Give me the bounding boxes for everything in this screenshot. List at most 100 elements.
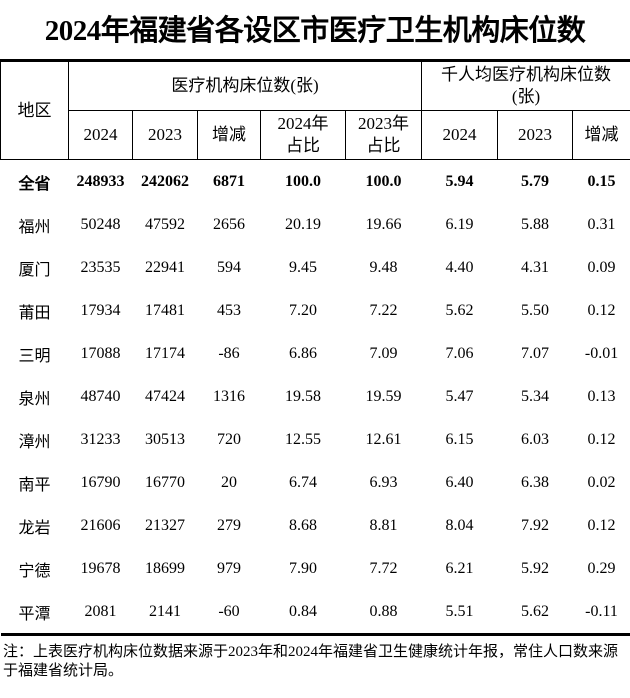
share-2024-cell: 20.19: [261, 203, 346, 246]
per-thousand-2023-cell: 6.03: [498, 418, 573, 461]
region-cell: 龙岩: [1, 504, 69, 547]
share-2023-cell: 19.66: [346, 203, 422, 246]
share-2023-cell: 8.81: [346, 504, 422, 547]
per-thousand-2023-cell: 5.88: [498, 203, 573, 246]
per-thousand-2023-cell: 7.92: [498, 504, 573, 547]
beds-2023-cell: 2141: [133, 590, 198, 635]
beds-2024-cell: 50248: [69, 203, 133, 246]
beds-change-cell: 6871: [198, 160, 261, 204]
share-2023-cell: 7.72: [346, 547, 422, 590]
share-2024-cell: 0.84: [261, 590, 346, 635]
beds-2023-cell: 47424: [133, 375, 198, 418]
per-thousand-2024-cell: 5.62: [422, 289, 498, 332]
share-2023-cell: 0.88: [346, 590, 422, 635]
share-2023-cell: 6.93: [346, 461, 422, 504]
source-note: 注：上表医疗机构床位数据来源于2023年和2024年福建省卫生健康统计年报，常住…: [3, 643, 627, 681]
region-cell: 平潭: [1, 590, 69, 635]
beds-2023-cell: 16770: [133, 461, 198, 504]
column-header-2024: 2024: [69, 111, 133, 160]
per-thousand-change-cell: 0.09: [573, 246, 630, 289]
share-2024-cell: 6.74: [261, 461, 346, 504]
per-thousand-change-cell: 0.12: [573, 504, 630, 547]
table-row: 福州 50248 47592 2656 20.19 19.66 6.19 5.8…: [1, 203, 630, 246]
beds-2023-cell: 17481: [133, 289, 198, 332]
region-cell: 福州: [1, 203, 69, 246]
per-thousand-2023-cell: 7.07: [498, 332, 573, 375]
beds-2024-cell: 31233: [69, 418, 133, 461]
beds-2024-cell: 17088: [69, 332, 133, 375]
table-row: 南平 16790 16770 20 6.74 6.93 6.40 6.38 0.…: [1, 461, 630, 504]
per-thousand-2024-cell: 4.40: [422, 246, 498, 289]
beds-2023-cell: 21327: [133, 504, 198, 547]
beds-2023-cell: 242062: [133, 160, 198, 204]
column-header-pt-2024: 2024: [422, 111, 498, 160]
per-thousand-change-cell: 0.29: [573, 547, 630, 590]
column-header-pt-2023: 2023: [498, 111, 573, 160]
beds-2024-cell: 17934: [69, 289, 133, 332]
per-thousand-change-cell: 0.12: [573, 418, 630, 461]
table-row: 全省 248933 242062 6871 100.0 100.0 5.94 5…: [1, 160, 630, 204]
bed-count-table: 地区 医疗机构床位数(张) 千人均医疗机构床位数 (张) 2024 2023 增…: [0, 59, 630, 636]
beds-change-cell: 20: [198, 461, 261, 504]
share-2023-cell: 7.09: [346, 332, 422, 375]
share-2023-cell: 9.48: [346, 246, 422, 289]
beds-2024-cell: 248933: [69, 160, 133, 204]
share-2024-cell: 12.55: [261, 418, 346, 461]
per-thousand-2023-cell: 5.50: [498, 289, 573, 332]
beds-2024-cell: 2081: [69, 590, 133, 635]
beds-change-cell: -60: [198, 590, 261, 635]
column-header-region: 地区: [1, 61, 69, 160]
per-thousand-2024-cell: 6.19: [422, 203, 498, 246]
per-thousand-2024-cell: 6.40: [422, 461, 498, 504]
share-2024-cell: 8.68: [261, 504, 346, 547]
beds-2024-cell: 21606: [69, 504, 133, 547]
per-thousand-change-cell: 0.13: [573, 375, 630, 418]
share-2023-cell: 100.0: [346, 160, 422, 204]
per-thousand-change-cell: 0.02: [573, 461, 630, 504]
region-cell: 宁德: [1, 547, 69, 590]
per-thousand-2024-cell: 7.06: [422, 332, 498, 375]
table-row: 厦门 23535 22941 594 9.45 9.48 4.40 4.31 0…: [1, 246, 630, 289]
region-cell: 泉州: [1, 375, 69, 418]
header-group-row: 地区 医疗机构床位数(张) 千人均医疗机构床位数 (张): [1, 61, 630, 111]
per-thousand-2023-cell: 5.34: [498, 375, 573, 418]
column-header-2023-share: 2023年 占比: [346, 111, 422, 160]
per-thousand-change-cell: 0.15: [573, 160, 630, 204]
beds-2023-cell: 17174: [133, 332, 198, 375]
beds-change-cell: 979: [198, 547, 261, 590]
table-body: 全省 248933 242062 6871 100.0 100.0 5.94 5…: [1, 160, 630, 635]
beds-change-cell: 594: [198, 246, 261, 289]
share-2023-cell: 19.59: [346, 375, 422, 418]
share-2024-cell: 7.90: [261, 547, 346, 590]
beds-2023-cell: 22941: [133, 246, 198, 289]
region-cell: 三明: [1, 332, 69, 375]
beds-2023-cell: 30513: [133, 418, 198, 461]
beds-2024-cell: 48740: [69, 375, 133, 418]
per-thousand-change-cell: -0.01: [573, 332, 630, 375]
per-thousand-change-cell: 0.31: [573, 203, 630, 246]
share-2024-cell: 6.86: [261, 332, 346, 375]
region-cell: 莆田: [1, 289, 69, 332]
per-thousand-change-cell: 0.12: [573, 289, 630, 332]
page-title: 2024年福建省各设区市医疗卫生机构床位数: [0, 7, 630, 49]
table-row: 平潭 2081 2141 -60 0.84 0.88 5.51 5.62 -0.…: [1, 590, 630, 635]
share-2024-cell: 9.45: [261, 246, 346, 289]
beds-2024-cell: 23535: [69, 246, 133, 289]
per-thousand-2024-cell: 6.21: [422, 547, 498, 590]
share-2023-cell: 12.61: [346, 418, 422, 461]
column-header-change: 增减: [198, 111, 261, 160]
region-cell: 漳州: [1, 418, 69, 461]
region-cell: 厦门: [1, 246, 69, 289]
per-thousand-2024-cell: 8.04: [422, 504, 498, 547]
beds-2024-cell: 16790: [69, 461, 133, 504]
per-thousand-2024-cell: 5.47: [422, 375, 498, 418]
per-thousand-2024-cell: 5.51: [422, 590, 498, 635]
beds-2023-cell: 47592: [133, 203, 198, 246]
header-sub-row: 2024 2023 增减 2024年 占比 2023年 占比 2024 2023…: [1, 111, 630, 160]
beds-change-cell: 2656: [198, 203, 261, 246]
per-thousand-2023-cell: 6.38: [498, 461, 573, 504]
beds-change-cell: -86: [198, 332, 261, 375]
table-row: 宁德 19678 18699 979 7.90 7.72 6.21 5.92 0…: [1, 547, 630, 590]
column-header-2023: 2023: [133, 111, 198, 160]
table-row: 龙岩 21606 21327 279 8.68 8.81 8.04 7.92 0…: [1, 504, 630, 547]
